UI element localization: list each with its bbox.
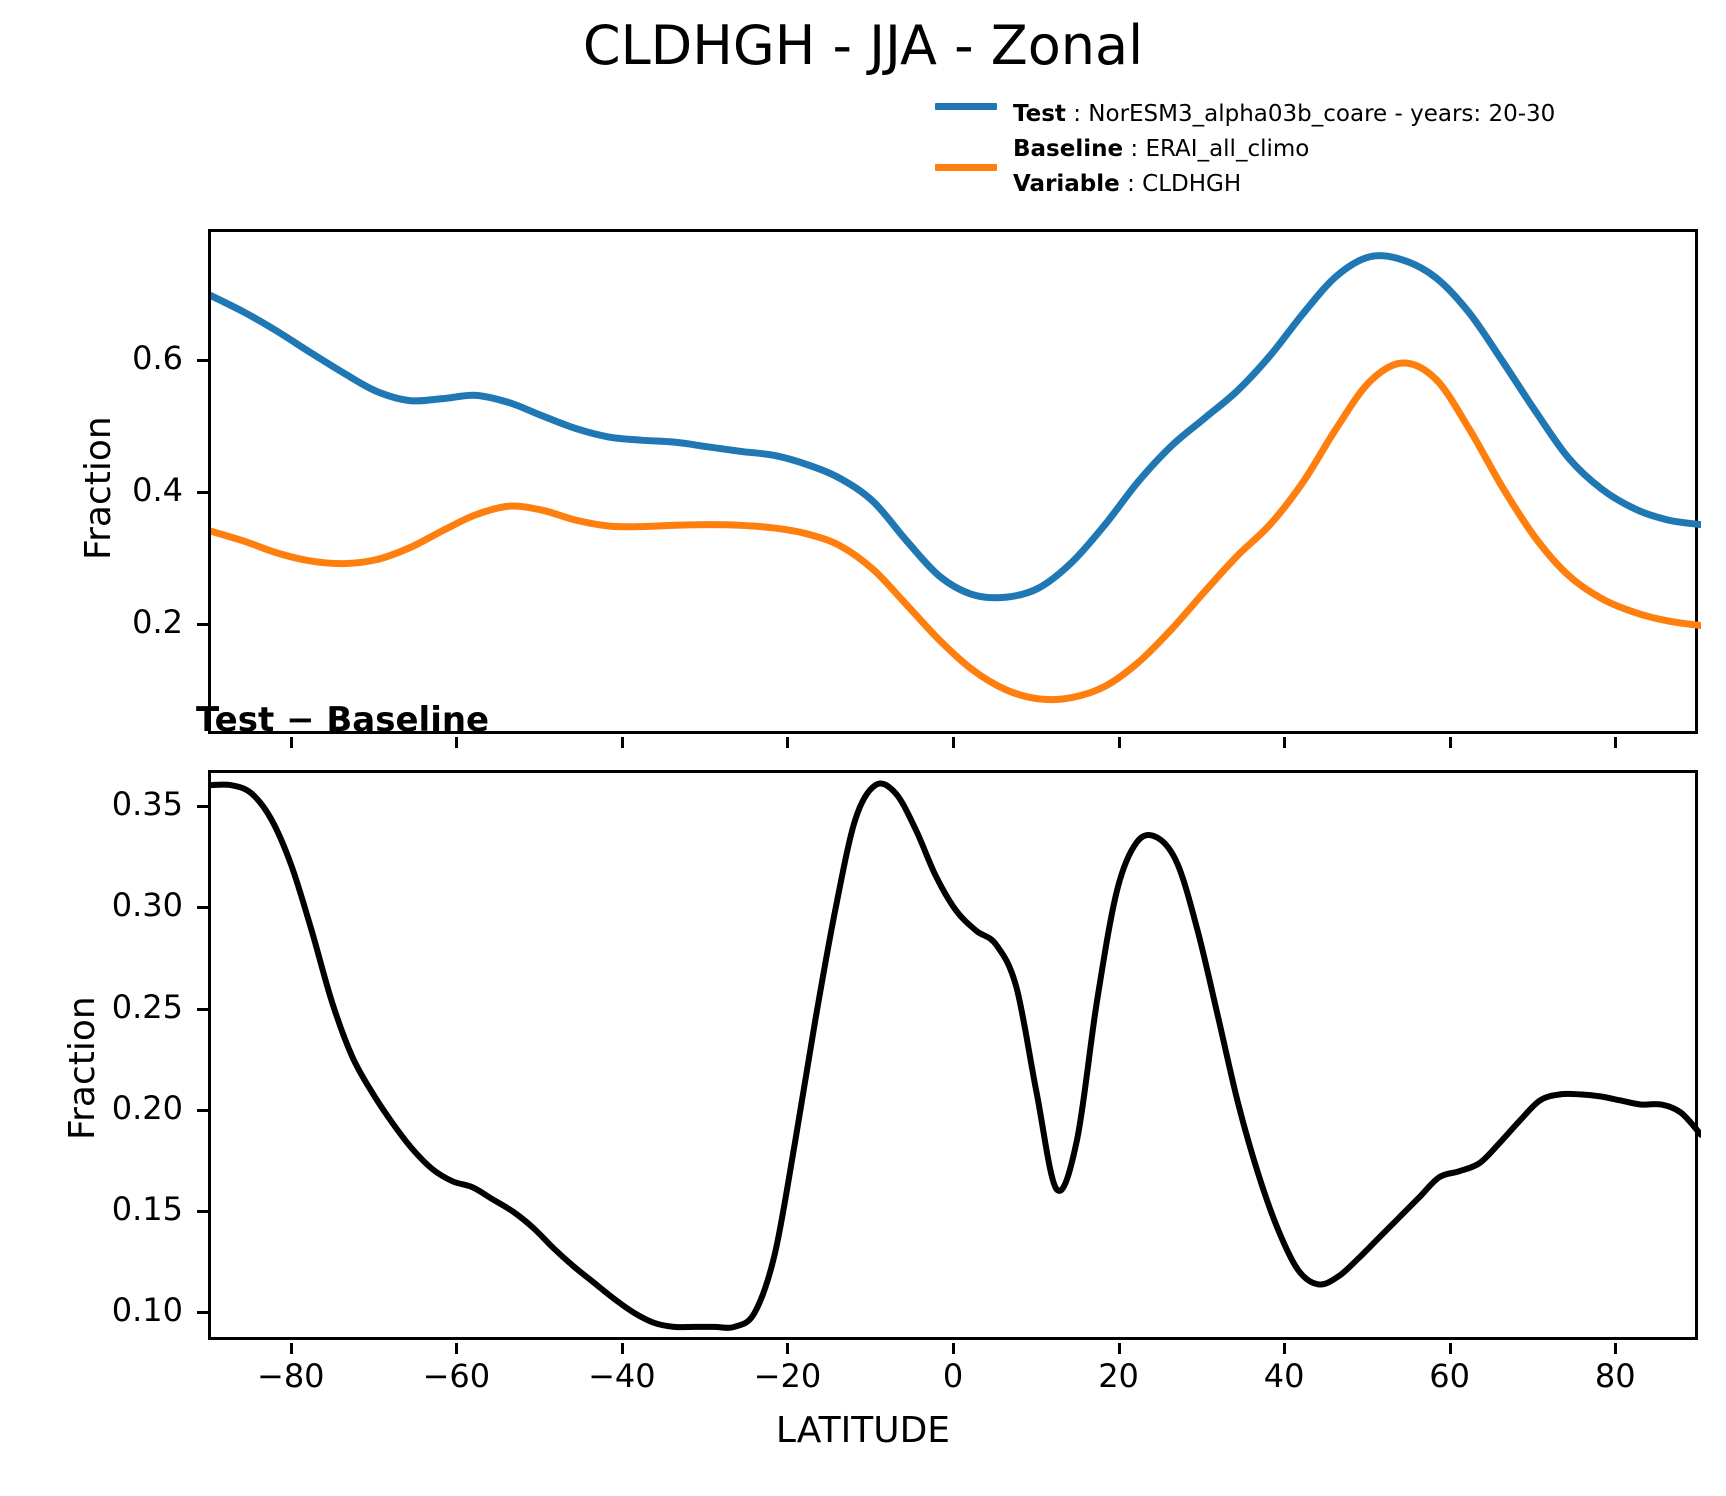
y-tick-label: 0.15	[111, 1189, 183, 1228]
x-tick-label: 60	[1429, 1357, 1471, 1395]
bottom-panel-plot	[211, 780, 1701, 1331]
x-tick-mark	[620, 1343, 624, 1354]
x-tick-mark	[1448, 737, 1452, 748]
figure-title: CLDHGH - JJA - Zonal	[582, 14, 1144, 77]
x-tick-mark	[952, 737, 955, 748]
legend: Test : NorESM3_alpha03b_coare - years: 2…	[935, 103, 1725, 208]
series-line	[211, 252, 1701, 602]
top-panel-ylabel: Fraction	[78, 416, 119, 560]
y-tick-mark	[197, 1209, 208, 1213]
x-tick-label: 20	[1098, 1357, 1139, 1395]
bottom-panel-axes	[208, 770, 1701, 1340]
x-tick-mark	[1448, 1343, 1452, 1354]
x-tick-label: −60	[422, 1357, 491, 1395]
legend-label-variable: Variable : CLDHGH	[1013, 171, 1242, 197]
x-tick-label: 0	[942, 1357, 964, 1395]
x-tick-mark	[620, 737, 624, 748]
series-line	[211, 359, 1701, 704]
y-tick-label: 0.20	[111, 1088, 183, 1127]
y-tick-label: 0.4	[132, 470, 183, 509]
legend-entry-test: Test : NorESM3_alpha03b_coare - years: 2…	[935, 103, 1725, 138]
y-tick-label: 0.35	[111, 785, 183, 824]
x-tick-mark	[289, 737, 293, 748]
x-tick-mark	[786, 1343, 790, 1354]
top-panel-axes	[208, 229, 1701, 734]
y-tick-label: 0.10	[111, 1290, 183, 1329]
legend-label-baseline: Baseline : ERAI_all_climo	[1013, 136, 1310, 162]
x-tick-mark	[1283, 1343, 1287, 1354]
y-tick-label: 0.30	[111, 886, 183, 925]
x-tick-mark	[289, 1343, 293, 1354]
bottom-panel-ylabel: Fraction	[62, 996, 103, 1140]
legend-label-test: Test : NorESM3_alpha03b_coare - years: 2…	[1013, 101, 1556, 127]
top-panel-plot	[211, 252, 1701, 704]
y-tick-label: 0.2	[132, 602, 183, 641]
y-tick-mark	[197, 622, 208, 626]
y-tick-mark	[197, 906, 208, 910]
x-tick-mark	[1117, 737, 1121, 748]
x-tick-label: 40	[1263, 1357, 1305, 1395]
x-tick-mark	[952, 1343, 955, 1354]
x-axis-label: LATITUDE	[775, 1410, 951, 1451]
x-tick-mark	[786, 737, 790, 748]
y-tick-mark	[197, 358, 208, 362]
y-tick-mark	[197, 490, 208, 494]
legend-swatch-baseline	[935, 164, 997, 171]
x-tick-mark	[1117, 1343, 1121, 1354]
x-tick-label: −80	[257, 1357, 325, 1395]
y-tick-label: 0.6	[132, 338, 183, 377]
x-tick-label: 80	[1594, 1357, 1636, 1395]
x-tick-mark	[1614, 737, 1618, 748]
legend-entry-variable: Variable : CLDHGH	[935, 173, 1725, 208]
y-tick-mark	[197, 1007, 208, 1011]
y-tick-mark	[197, 1108, 208, 1112]
x-tick-mark	[1283, 737, 1287, 748]
legend-entry-baseline: Baseline : ERAI_all_climo	[935, 138, 1725, 173]
x-tick-mark	[455, 1343, 459, 1354]
series-line	[211, 780, 1701, 1331]
bottom-panel-subtitle: Test − Baseline	[196, 700, 490, 740]
y-tick-mark	[197, 1310, 208, 1314]
x-tick-label: −20	[753, 1357, 822, 1395]
x-tick-mark	[1614, 1343, 1618, 1354]
y-tick-mark	[197, 805, 208, 809]
y-tick-label: 0.25	[111, 987, 183, 1026]
x-tick-label: −40	[588, 1357, 656, 1395]
legend-swatch-test	[935, 103, 997, 110]
x-tick-mark	[455, 737, 459, 748]
